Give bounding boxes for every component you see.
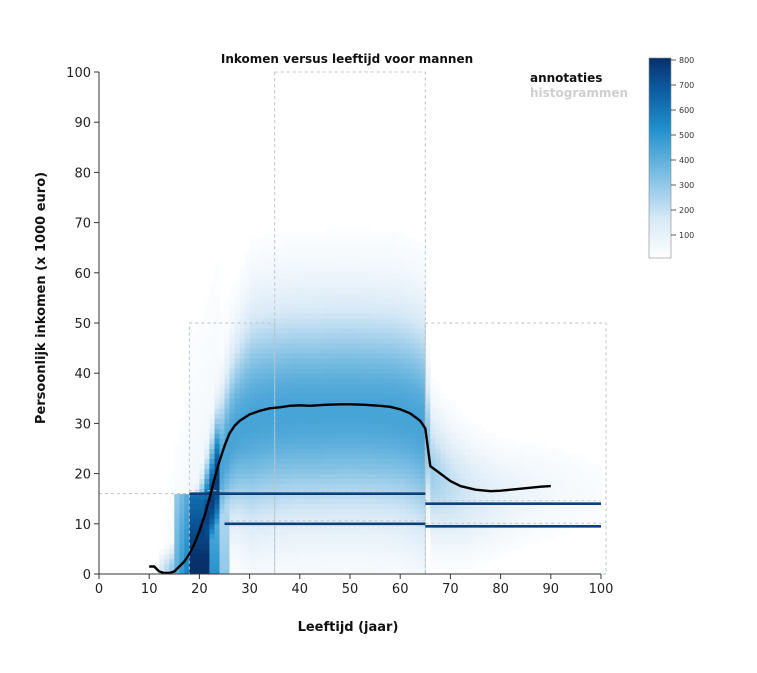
x-tick-label: 30 <box>241 582 258 597</box>
chart-title: Inkomen versus leeftijd voor mannen <box>221 52 473 66</box>
x-tick-label: 60 <box>392 582 409 597</box>
color-scale-bar <box>648 57 672 259</box>
x-tick-label: 10 <box>141 582 158 597</box>
x-tick-label: 40 <box>292 582 309 597</box>
y-axis: 0 10 20 30 40 50 60 70 80 90 100 <box>66 66 100 583</box>
color-scale-tick-label: 800 <box>679 56 694 65</box>
y-tick-label: 60 <box>74 267 91 282</box>
y-tick-label: 0 <box>83 568 91 583</box>
x-tick-label: 70 <box>442 582 459 597</box>
y-tick-label: 20 <box>74 468 91 483</box>
legend: annotaties histogrammen <box>530 71 628 100</box>
color-scale-tick-label: 600 <box>679 106 694 115</box>
x-tick-label: 80 <box>492 582 509 597</box>
y-tick-label: 40 <box>74 367 91 382</box>
y-tick-label: 50 <box>74 317 91 332</box>
x-axis-label: Leeftijd (jaar) <box>298 620 399 635</box>
x-tick-label: 90 <box>543 582 560 597</box>
y-tick-label: 100 <box>66 66 91 81</box>
color-scale-tick-label: 400 <box>679 156 694 165</box>
legend-item-histogrammen[interactable]: histogrammen <box>530 86 628 100</box>
y-tick-label: 80 <box>74 166 91 181</box>
color-scale-tick-label: 700 <box>679 81 694 90</box>
color-scale: 100 200 300 400 500 600 700 800 <box>648 56 694 259</box>
legend-item-annotaties[interactable]: annotaties <box>530 71 602 85</box>
x-axis: 0 10 20 30 40 50 60 70 80 90 100 <box>95 573 614 597</box>
heatmap-cells <box>159 227 602 575</box>
x-tick-label: 20 <box>191 582 208 597</box>
color-scale-tick-label: 200 <box>679 206 694 215</box>
y-tick-label: 30 <box>74 417 91 432</box>
median-income-line <box>149 403 551 575</box>
color-scale-tick-label: 300 <box>679 181 694 190</box>
y-tick-label: 90 <box>74 116 91 131</box>
x-tick-label: 0 <box>95 582 103 597</box>
x-tick-label: 100 <box>589 582 614 597</box>
y-tick-label: 10 <box>74 518 91 533</box>
color-scale-tick-label: 500 <box>679 131 694 140</box>
y-tick-label: 70 <box>74 217 91 232</box>
y-axis-label: Persoonlijk inkomen (x 1000 euro) <box>34 172 49 424</box>
x-tick-label: 50 <box>342 582 359 597</box>
color-scale-tick-label: 100 <box>679 231 694 240</box>
